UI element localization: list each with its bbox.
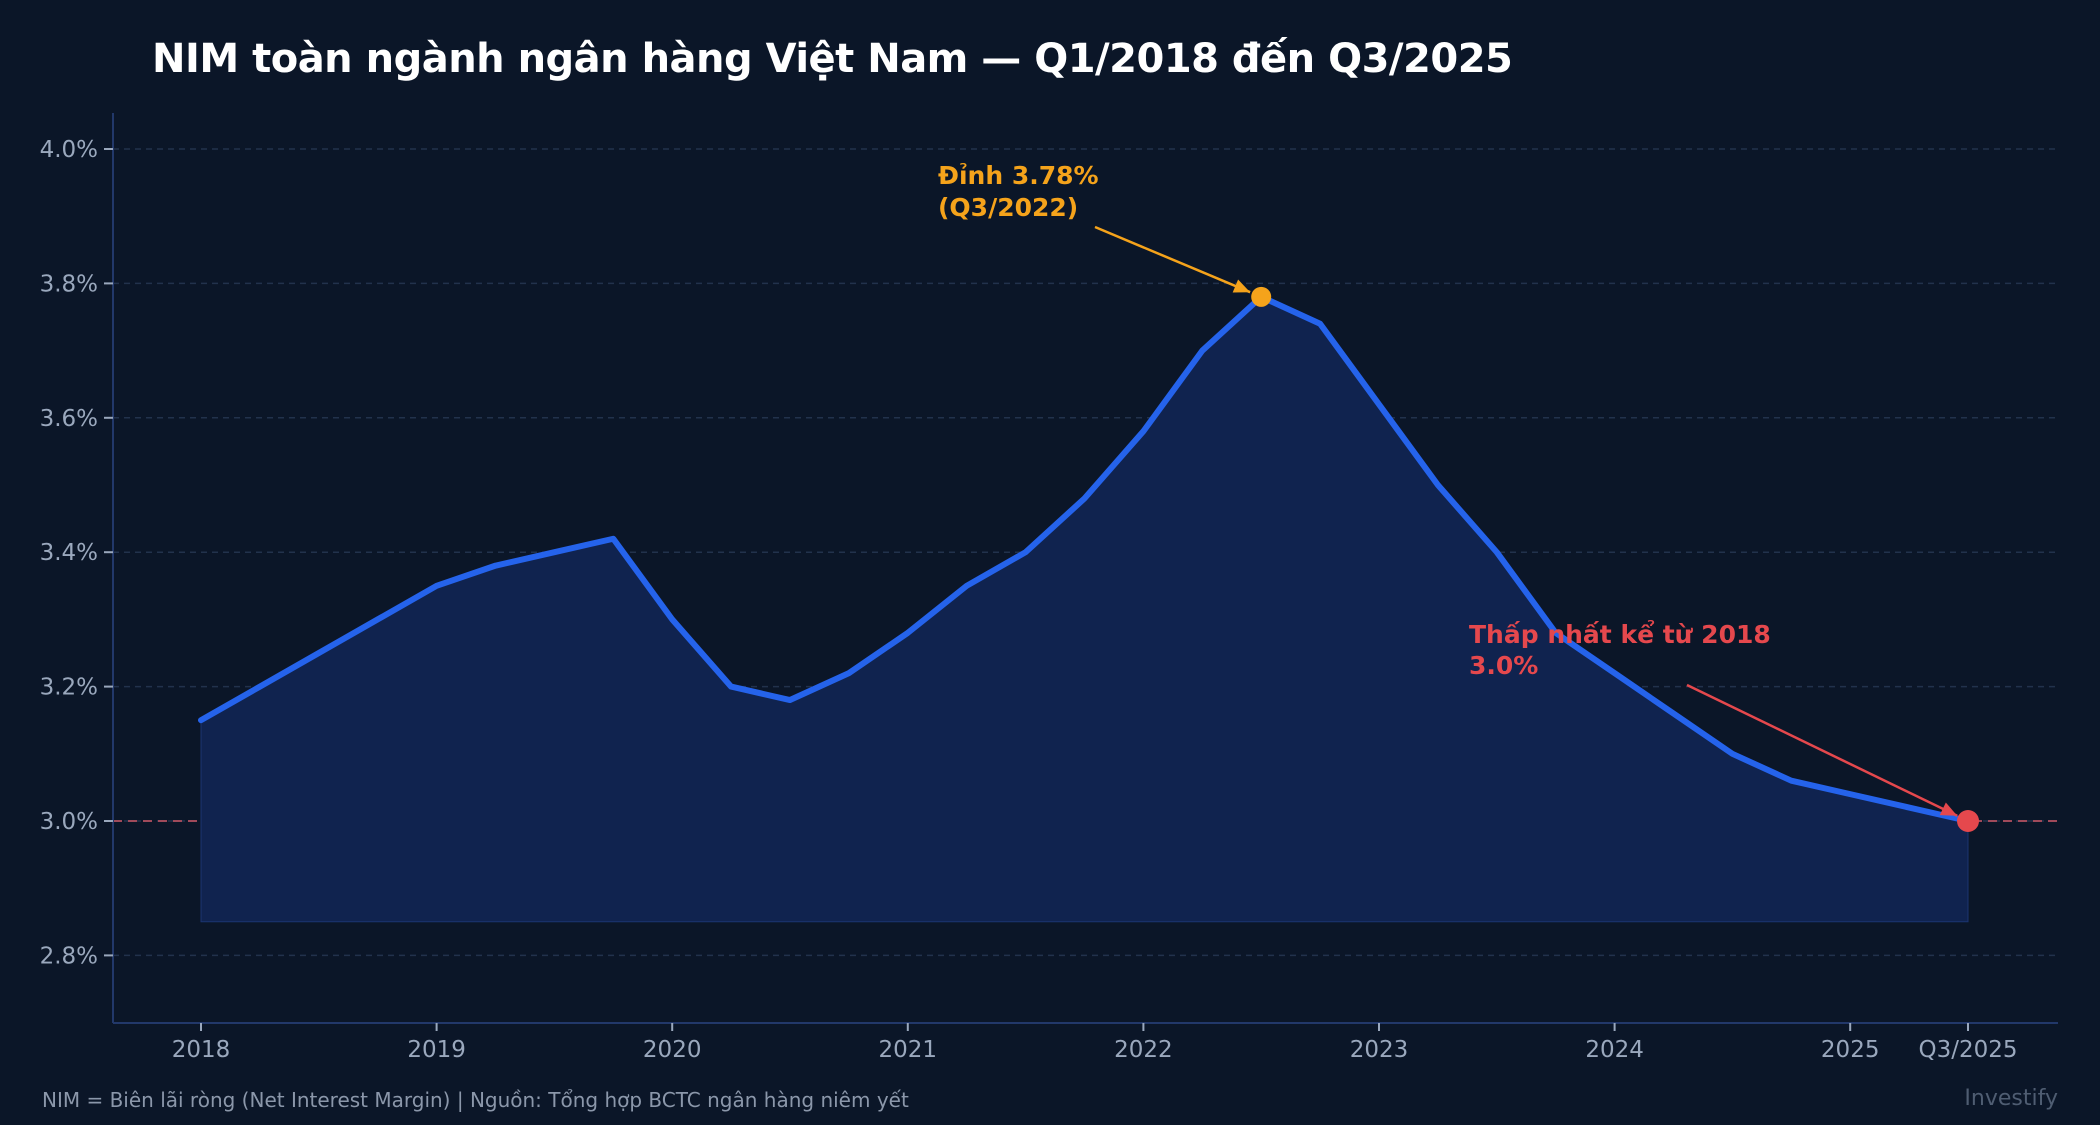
x-tick-label: 2022: [1114, 1037, 1173, 1063]
x-tick-label: 2021: [879, 1037, 938, 1063]
annotations: Đỉnh 3.78% (Q3/2022) Thấp nhất kể từ 201…: [938, 161, 1979, 832]
peak-label-line2: (Q3/2022): [938, 193, 1078, 222]
x-tick-label: 2025: [1821, 1037, 1880, 1063]
y-tick-label: 3.4%: [40, 540, 98, 566]
area-fill: [200, 296, 1969, 923]
low-marker: [1957, 810, 1979, 832]
brand-watermark: Investify: [1964, 1086, 2058, 1111]
y-tick-label: 3.8%: [40, 271, 98, 297]
peak-annotation: Đỉnh 3.78% (Q3/2022): [938, 161, 1272, 307]
x-tick-label: 2018: [172, 1037, 231, 1063]
low-label-line2: 3.0%: [1469, 651, 1538, 680]
y-tick-label: 3.0%: [40, 809, 98, 835]
peak-marker: [1251, 286, 1272, 307]
peak-arrow-head: [1232, 279, 1251, 293]
x-tick-label: Q3/2025: [1918, 1037, 2017, 1063]
chart-title: NIM toàn ngành ngân hàng Việt Nam — Q1/2…: [152, 36, 1513, 82]
y-tick-label: 2.8%: [40, 943, 98, 969]
footer-note: NIM = Biên lãi ròng (Net Interest Margin…: [42, 1088, 909, 1112]
y-tick-label: 3.2%: [40, 675, 98, 701]
y-tick-label: 3.6%: [40, 406, 98, 432]
low-annotation: Thấp nhất kể từ 2018 3.0%: [1469, 619, 1979, 832]
x-tick-label: 2020: [643, 1037, 702, 1063]
peak-label-line1: Đỉnh 3.78%: [938, 161, 1099, 190]
x-axis-ticks: 2018 2019 2020 2021 2022 2023 2024 2025 Q3/2025: [172, 1023, 2018, 1063]
nim-line: [198, 293, 1971, 824]
low-arrow: [1686, 683, 1958, 817]
y-axis-ticks: 2.8% 3.0% 3.2% 3.4% 3.6% 3.8% 4.0%: [40, 137, 113, 969]
peak-arrow: [1094, 225, 1251, 294]
low-label-line1: Thấp nhất kể từ 2018: [1469, 619, 1771, 649]
y-tick-label: 4.0%: [40, 137, 98, 163]
x-tick-label: 2024: [1585, 1037, 1644, 1063]
x-tick-label: 2023: [1350, 1037, 1409, 1063]
x-tick-label: 2019: [407, 1037, 466, 1063]
low-arrow-head: [1939, 802, 1958, 816]
